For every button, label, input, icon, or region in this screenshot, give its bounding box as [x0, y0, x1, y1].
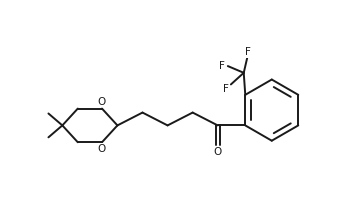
- Text: F: F: [246, 47, 251, 57]
- Text: F: F: [219, 61, 225, 71]
- Text: O: O: [98, 97, 106, 107]
- Text: F: F: [223, 84, 229, 94]
- Text: O: O: [98, 144, 106, 154]
- Text: O: O: [213, 147, 222, 157]
